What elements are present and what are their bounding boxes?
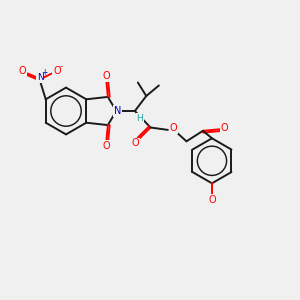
Text: O: O — [169, 123, 177, 134]
Text: O: O — [53, 66, 61, 76]
Text: H: H — [136, 114, 143, 123]
Text: +: + — [41, 68, 47, 77]
Text: O: O — [208, 195, 216, 205]
Text: O: O — [19, 66, 26, 76]
Text: O: O — [131, 138, 139, 148]
Text: O: O — [103, 71, 110, 81]
Text: O: O — [103, 141, 110, 151]
Text: N: N — [37, 73, 44, 82]
Text: -: - — [60, 62, 63, 71]
Text: O: O — [221, 123, 228, 133]
Text: N: N — [114, 106, 122, 116]
